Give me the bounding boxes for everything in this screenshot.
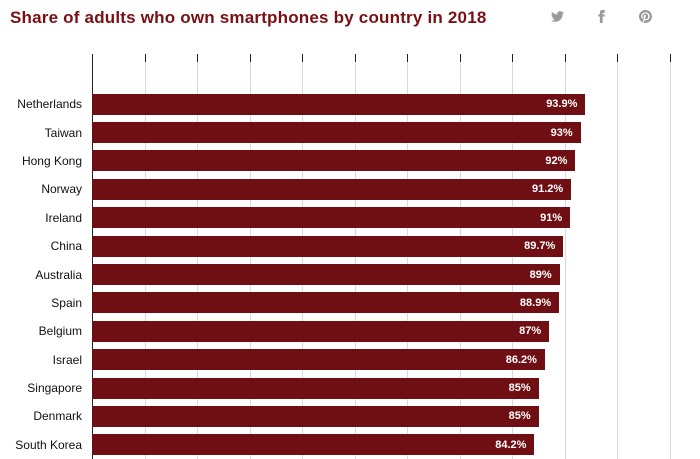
axis-tick [354, 54, 356, 62]
axis-tick [249, 54, 251, 62]
bar: 84.2% [92, 434, 535, 456]
category-label: Taiwan [44, 125, 82, 140]
y-axis-line [92, 54, 93, 459]
value-label: 92% [545, 154, 568, 167]
category-label: South Korea [15, 437, 82, 452]
gridline [354, 54, 356, 459]
gridline [197, 54, 199, 459]
chart-row: Spain 88.9% [0, 289, 700, 317]
category-label: Hong Kong [21, 153, 82, 168]
bar-track: 93% [92, 122, 670, 144]
chart-row: Taiwan 93% [0, 118, 700, 146]
value-label: 93.9% [546, 98, 578, 111]
category-label: Israel [52, 352, 82, 367]
axis-tick [92, 54, 93, 62]
value-label: 84.2% [495, 438, 527, 451]
value-label: 89.7% [524, 240, 556, 253]
value-label: 88.9% [519, 296, 552, 309]
chart-row: Hong Kong 92% [0, 147, 700, 175]
bar-chart: Netherlands 93.9% Taiwan 93% Hong Kong 92% Nor… [0, 54, 700, 459]
chart-row: Australia 89% [0, 260, 700, 288]
chart-row: Belgium 87% [0, 317, 700, 345]
gridline [302, 54, 304, 459]
bar-track: 87% [92, 320, 670, 342]
axis-tick [459, 54, 461, 62]
chart-row: Singapore 85% [0, 374, 700, 402]
value-label: 85% [508, 410, 531, 423]
category-label: Australia [35, 267, 82, 282]
bar-track: 84.2% [92, 434, 670, 456]
gridline [144, 54, 146, 459]
axis-tick [670, 54, 671, 62]
axis-tick [564, 54, 566, 62]
gridline [564, 54, 566, 459]
bar-track: 88.9% [92, 292, 670, 314]
bar: 86.2% [92, 349, 545, 371]
axis-tick [197, 54, 199, 62]
chart-row: China 89.7% [0, 232, 700, 260]
value-label: 89% [529, 268, 552, 281]
chart-row: Denmark 85% [0, 402, 700, 430]
axis-tick [144, 54, 146, 62]
twitter-icon[interactable] [551, 10, 564, 23]
facebook-icon[interactable] [595, 10, 608, 23]
value-label: 85% [508, 382, 531, 395]
category-label: Netherlands [17, 97, 82, 112]
bar: 85% [92, 405, 539, 427]
gridlines [92, 54, 671, 459]
bar-track: 89% [92, 264, 670, 286]
chart-row: Norway 91.2% [0, 175, 700, 203]
value-label: 91.2% [532, 183, 564, 196]
value-label: 87% [519, 325, 542, 338]
category-label: Ireland [45, 210, 82, 225]
category-label: Norway [41, 182, 82, 197]
gridline [512, 54, 514, 459]
chart-row: Netherlands 93.9% [0, 90, 700, 118]
bar-track: 85% [92, 377, 670, 399]
bar-track: 93.9% [92, 93, 670, 115]
gridline [249, 54, 251, 459]
chart-row: Israel 86.2% [0, 346, 700, 374]
bar-track: 92% [92, 150, 670, 172]
bar-track: 89.7% [92, 235, 670, 257]
header: Share of adults who own smartphones by c… [0, 0, 700, 54]
social-share-bar [551, 10, 652, 23]
axis-tick [302, 54, 304, 62]
gridline [407, 54, 409, 459]
bar: 91% [92, 207, 571, 229]
value-label: 93% [550, 126, 573, 139]
bar: 88.9% [92, 292, 560, 314]
category-label: China [50, 239, 82, 254]
axis-tick [512, 54, 514, 62]
axis-tick [617, 54, 619, 62]
bar-track: 91.2% [92, 178, 670, 200]
bar: 89% [92, 264, 560, 286]
category-label: Belgium [38, 324, 82, 339]
bar: 91.2% [92, 178, 572, 200]
category-label: Singapore [27, 381, 82, 396]
bar-track: 91% [92, 207, 670, 229]
bar: 93% [92, 122, 581, 144]
category-label: Spain [51, 295, 82, 310]
gridline [670, 54, 671, 459]
axis-tick [407, 54, 409, 62]
chart-row: South Korea 84.2% [0, 431, 700, 459]
gridline [617, 54, 619, 459]
bar: 89.7% [92, 235, 564, 257]
value-label: 86.2% [505, 353, 537, 366]
category-label: Denmark [33, 409, 82, 424]
value-label: 91% [540, 211, 563, 224]
page-title: Share of adults who own smartphones by c… [10, 8, 487, 27]
bar: 87% [92, 320, 550, 342]
bar-track: 86.2% [92, 349, 670, 371]
chart-rows: Netherlands 93.9% Taiwan 93% Hong Kong 92% Nor… [0, 90, 700, 459]
gridline [459, 54, 461, 459]
bar: 93.9% [92, 93, 586, 115]
pinterest-icon[interactable] [639, 10, 652, 23]
bar: 92% [92, 150, 576, 172]
bar-track: 85% [92, 405, 670, 427]
bar: 85% [92, 377, 539, 399]
chart-row: Ireland 91% [0, 204, 700, 232]
